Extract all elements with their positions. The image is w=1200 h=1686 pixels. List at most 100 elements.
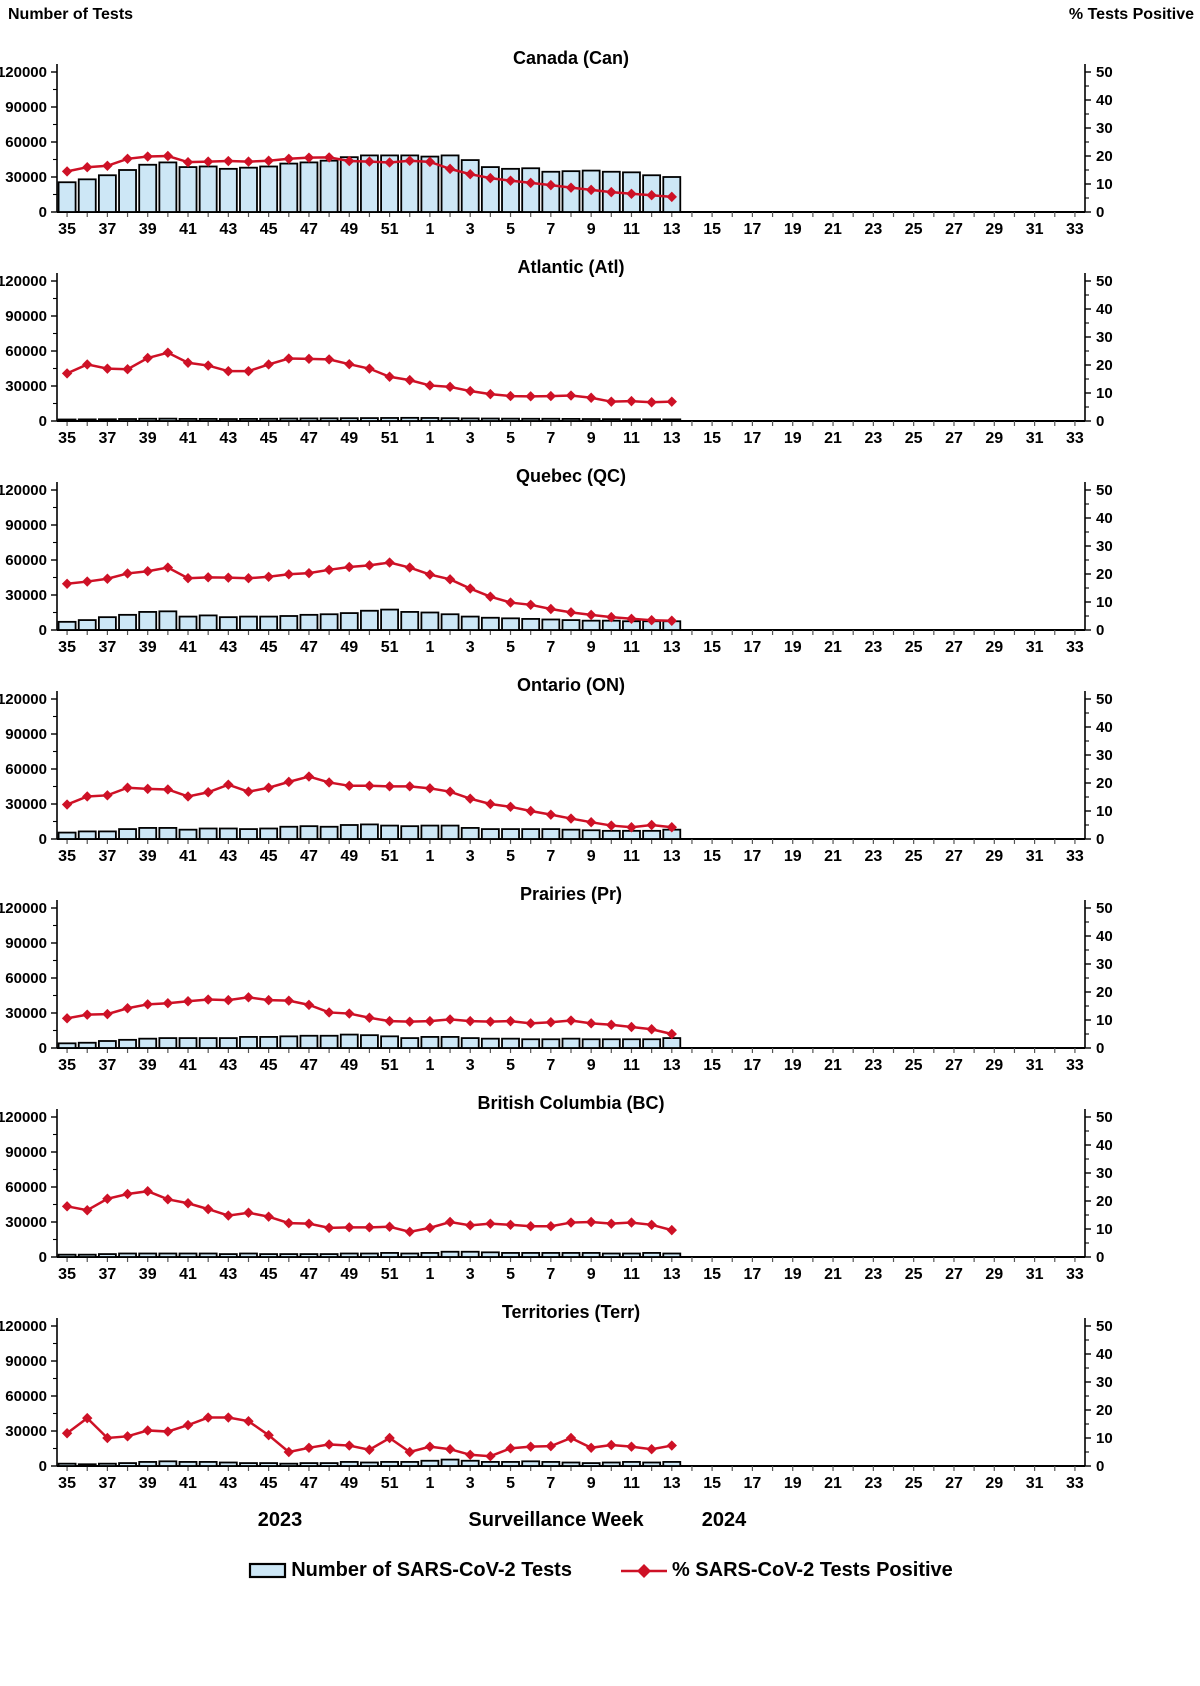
tests-bar xyxy=(158,1252,178,1258)
right-axis-tick-label: 50 xyxy=(1096,1109,1113,1126)
week-tick-label: 35 xyxy=(58,430,76,447)
tests-bar xyxy=(501,1461,520,1467)
tests-bar xyxy=(259,165,279,213)
tests-bar xyxy=(178,828,198,840)
week-tick-label: 9 xyxy=(587,848,596,865)
pct-positive-marker xyxy=(142,1425,153,1436)
pct-positive-marker xyxy=(505,801,516,812)
week-tick-label: 15 xyxy=(703,1266,721,1283)
left-axis-tick-label: 0 xyxy=(39,1040,47,1057)
pct-positive-marker xyxy=(585,1442,597,1453)
tests-bar xyxy=(259,1462,279,1467)
tests-bar xyxy=(501,1037,520,1049)
pct-positive-marker xyxy=(424,569,436,580)
week-tick-label: 33 xyxy=(1066,1475,1084,1492)
week-tick-label: 47 xyxy=(300,1266,318,1283)
pct-positive-marker xyxy=(283,995,295,1006)
week-tick-label: 7 xyxy=(546,1266,555,1283)
chart-panel-british-columbia-bc: British Columbia (BC)0300006000090000120… xyxy=(0,1093,1113,1283)
tests-bar xyxy=(400,1037,420,1049)
pct-positive-marker xyxy=(364,1012,375,1023)
week-tick-label: 17 xyxy=(744,639,762,656)
pct-positive-marker xyxy=(283,776,295,788)
tests-bar xyxy=(178,166,198,213)
pct-positive-marker xyxy=(424,380,436,391)
pct-positive-marker xyxy=(424,1015,436,1027)
tests-bar xyxy=(279,1035,299,1049)
week-tick-label: 27 xyxy=(945,221,963,238)
pct-positive-marker xyxy=(323,1222,335,1234)
week-tick-label: 15 xyxy=(703,430,721,447)
legend-item-positivity: % SARS-CoV-2 Tests Positive xyxy=(618,1559,953,1582)
tests-bar xyxy=(561,417,581,422)
pct-positive-marker xyxy=(102,363,113,374)
tests-bar xyxy=(218,827,238,840)
week-tick-label: 27 xyxy=(945,430,963,447)
tests-bar xyxy=(360,1034,379,1049)
week-tick-label: 51 xyxy=(381,639,399,656)
week-tick-label: 45 xyxy=(260,430,278,447)
tests-bar xyxy=(601,1252,621,1258)
left-axis-tick-label: 60000 xyxy=(5,761,47,778)
pct-positive-marker xyxy=(162,998,174,1009)
week-tick-label: 37 xyxy=(98,1057,116,1074)
right-axis-tick-label: 0 xyxy=(1096,622,1104,639)
pct-positive-marker xyxy=(585,817,597,828)
pct-positive-marker xyxy=(585,609,597,621)
tests-bar xyxy=(319,1253,339,1258)
right-axis-tick-label: 10 xyxy=(1096,594,1113,611)
week-tick-label: 31 xyxy=(1026,1475,1044,1492)
pct-positive-marker xyxy=(626,822,637,833)
pct-positive-marker xyxy=(525,1441,536,1452)
pct-positive-marker xyxy=(626,1441,637,1452)
pct-positive-marker xyxy=(182,156,194,168)
tests-bar xyxy=(57,1042,77,1049)
week-tick-label: 5 xyxy=(506,848,515,865)
chart-panel-prairies-pr: Prairies (Pr) 0 30000 60000 90000 120000 0 10 20… xyxy=(0,884,1113,1074)
pct-positive-marker xyxy=(202,360,214,371)
week-tick-label: 25 xyxy=(905,430,923,447)
tests-bar xyxy=(97,1040,117,1049)
chart-panel-quebec-qc: Quebec (QC) 0 30000 60000 90000 120000 0 10 20 30… xyxy=(0,466,1113,656)
week-tick-label: 21 xyxy=(824,221,842,238)
pct-positive-marker xyxy=(283,1217,295,1229)
right-axis-tick-label: 50 xyxy=(1096,1318,1113,1335)
left-axis-header: Number of Tests xyxy=(8,6,134,23)
pct-positive-marker xyxy=(61,166,73,177)
week-tick-label: 23 xyxy=(864,430,882,447)
tests-bar xyxy=(480,828,500,840)
tests-bar xyxy=(440,824,460,840)
left-axis-tick-label: 60000 xyxy=(5,552,47,569)
pct-positive-marker xyxy=(202,572,214,583)
tests-bar xyxy=(138,1461,158,1467)
pct-positive-marker xyxy=(243,786,254,797)
pct-positive-marker xyxy=(444,1216,456,1228)
left-axis-tick-label: 0 xyxy=(39,622,47,639)
week-tick-label: 49 xyxy=(340,1266,358,1283)
pct-positive-marker xyxy=(505,1015,516,1027)
legend-positivity-label: % SARS-CoV-2 Tests Positive xyxy=(671,1559,953,1581)
panel-title: Ontario (ON) xyxy=(517,675,625,695)
left-axis-tick-label: 30000 xyxy=(5,1214,47,1231)
pct-positive-marker xyxy=(505,390,516,402)
chart-panel-ontario-on: Ontario (ON) 0 30000 60000 90000 120000 0 10 20 3… xyxy=(0,675,1113,865)
tests-bar xyxy=(97,830,117,840)
tests-bar xyxy=(622,418,641,422)
panel-title: British Columbia (BC) xyxy=(478,1093,665,1113)
tests-bar xyxy=(138,163,158,213)
right-axis-tick-label: 40 xyxy=(1096,510,1113,527)
tests-bar xyxy=(57,620,77,631)
pct-positive-marker xyxy=(424,783,436,794)
left-axis-tick-label: 0 xyxy=(39,831,47,848)
tests-bar xyxy=(360,609,379,631)
tests-bar xyxy=(360,1461,379,1467)
left-axis-tick-label: 90000 xyxy=(5,1353,47,1370)
week-tick-label: 35 xyxy=(58,1057,76,1074)
week-tick-label: 33 xyxy=(1066,221,1084,238)
pct-positive-marker xyxy=(465,1015,476,1027)
tests-bar xyxy=(501,167,520,213)
week-tick-label: 23 xyxy=(864,848,882,865)
week-tick-label: 35 xyxy=(58,639,76,656)
pct-positive-marker xyxy=(102,790,113,801)
tests-bar xyxy=(541,417,561,422)
